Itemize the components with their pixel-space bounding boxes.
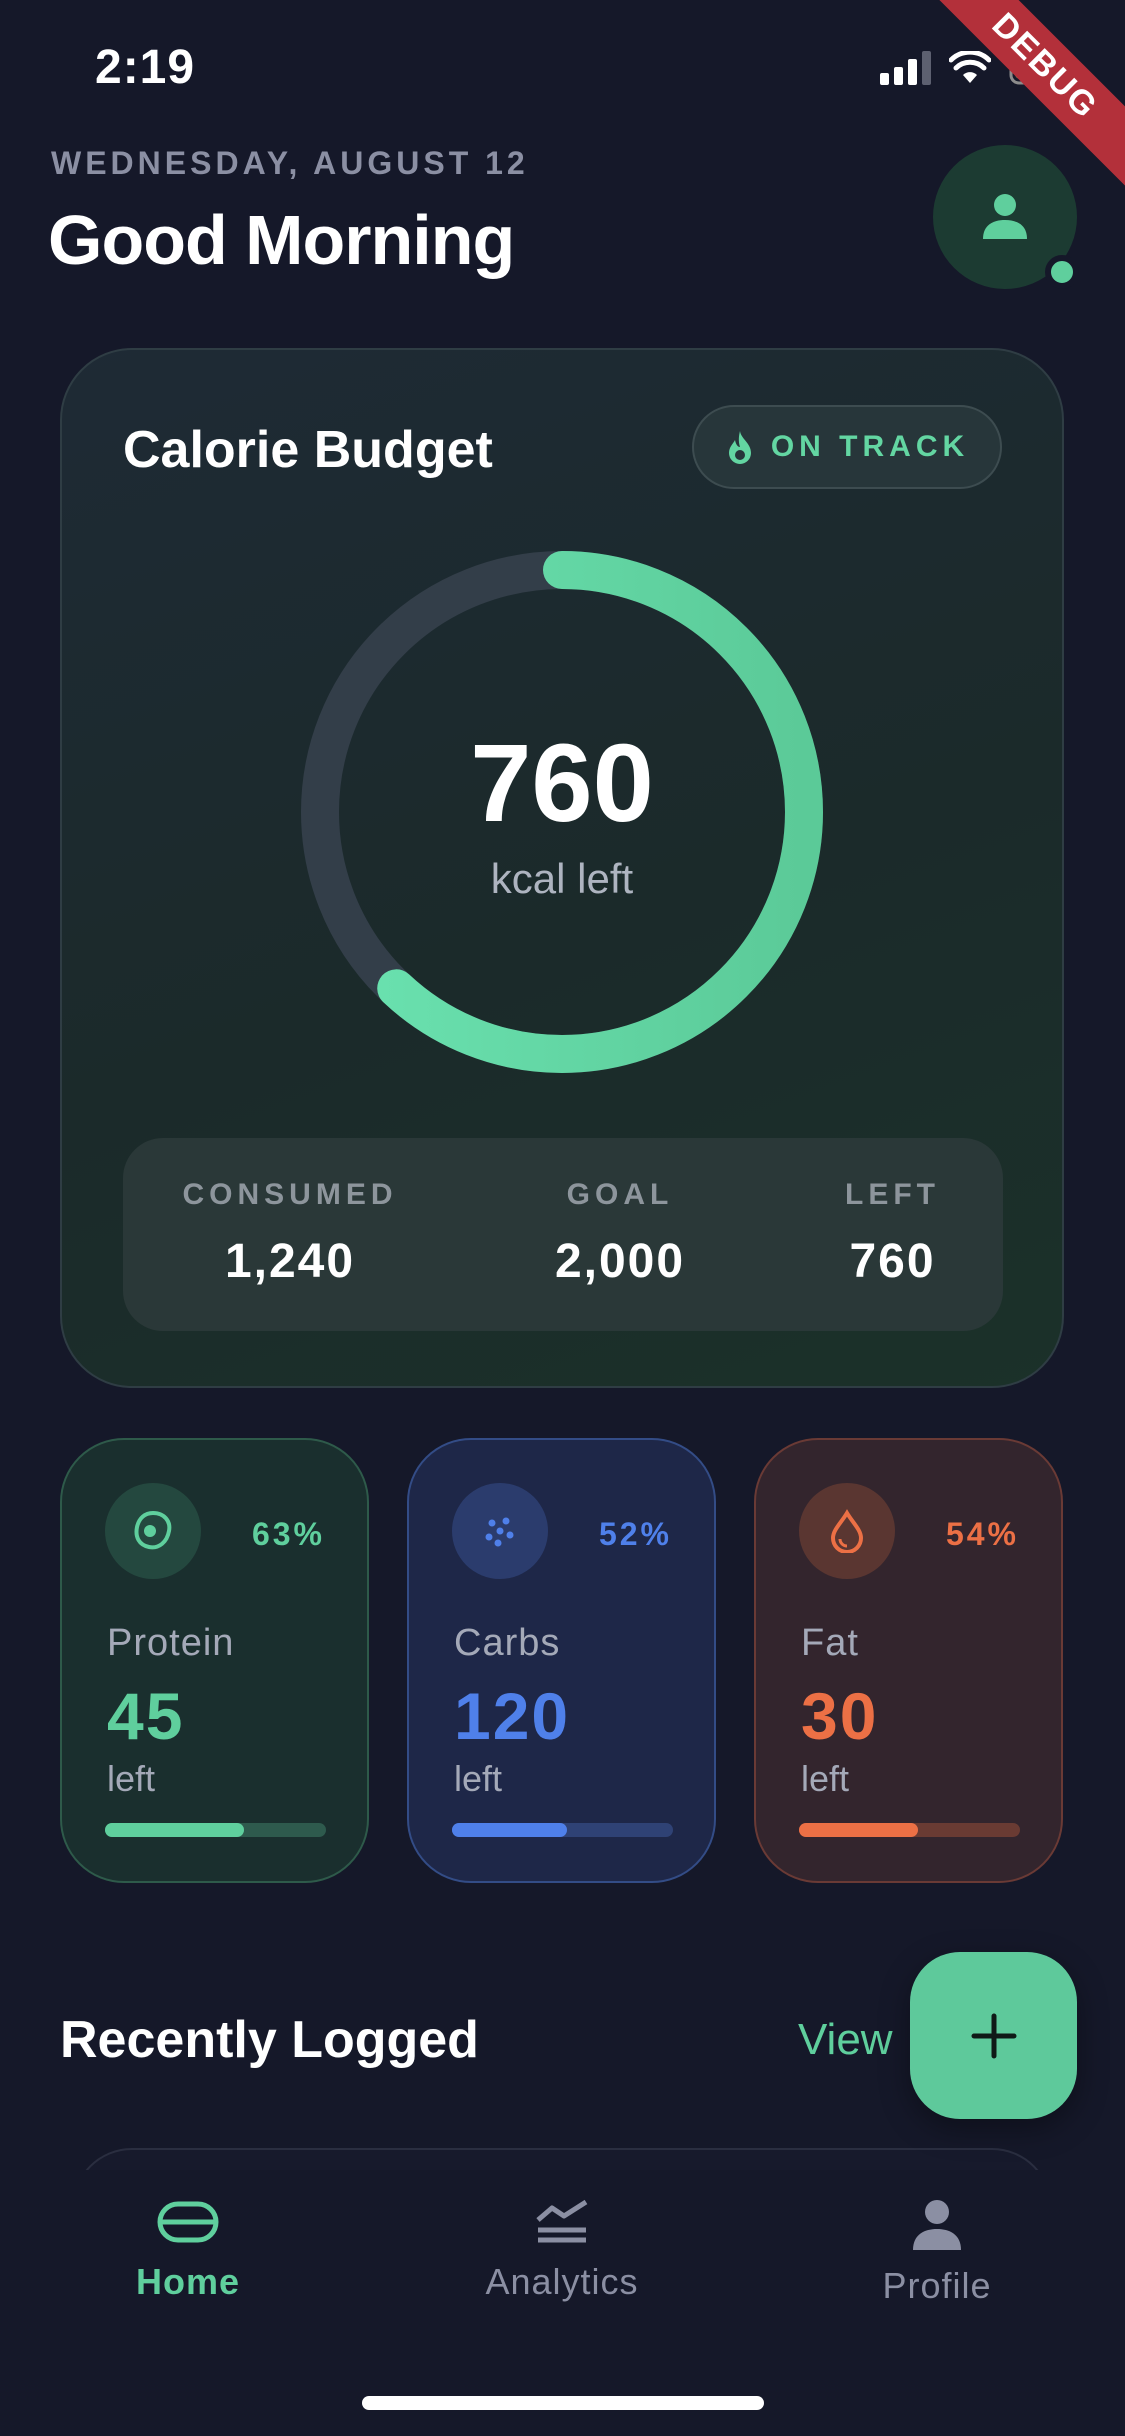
calories-left-unit: kcal left bbox=[490, 855, 634, 902]
macro-card-fat[interactable]: 54% Fat 30 left bbox=[754, 1438, 1063, 1883]
macro-progress-fill bbox=[105, 1823, 245, 1837]
macro-value: 120 bbox=[454, 1679, 571, 1753]
cellular-signal-icon bbox=[880, 51, 931, 85]
macro-unit: left bbox=[107, 1758, 156, 1799]
nav-item-profile[interactable]: Profile bbox=[787, 2198, 1087, 2307]
calorie-progress-ring bbox=[301, 551, 823, 1073]
macro-card-protein[interactable]: 63% Protein 45 left bbox=[60, 1438, 369, 1883]
macro-name: Protein bbox=[107, 1622, 235, 1664]
macro-progress-track bbox=[799, 1823, 1020, 1837]
grain-icon bbox=[452, 1483, 548, 1579]
profile-icon bbox=[913, 2200, 961, 2250]
date-label: WEDNESDAY, AUGUST 12 bbox=[51, 145, 529, 181]
macro-percent: 54% bbox=[945, 1516, 1019, 1552]
stat-label: CONSUMED bbox=[182, 1178, 398, 1211]
nav-label: Profile bbox=[882, 2265, 992, 2306]
macro-value: 45 bbox=[107, 1679, 185, 1753]
calorie-stats-box bbox=[123, 1138, 1003, 1331]
macro-unit: left bbox=[801, 1758, 850, 1799]
macro-card-carbs[interactable]: 52% Carbs 120 left bbox=[407, 1438, 716, 1883]
view-all-link[interactable]: View bbox=[798, 2015, 893, 2064]
egg-icon bbox=[105, 1483, 201, 1579]
recently-logged-title: Recently Logged bbox=[60, 2011, 479, 2069]
calorie-card-title: Calorie Budget bbox=[123, 421, 493, 479]
status-time: 2:19 bbox=[95, 41, 196, 94]
stat-value: 1,240 bbox=[224, 1235, 356, 1288]
person-icon bbox=[983, 194, 1027, 239]
macro-value: 30 bbox=[801, 1679, 879, 1753]
plus-icon bbox=[971, 2013, 1016, 2058]
macro-name: Carbs bbox=[454, 1622, 561, 1664]
stat-goal: GOAL 2,000 bbox=[510, 1178, 730, 1289]
nav-item-home[interactable]: Home bbox=[38, 2198, 338, 2303]
nav-label: Analytics bbox=[485, 2261, 639, 2302]
stat-left: LEFT 760 bbox=[810, 1178, 975, 1289]
nav-label: Home bbox=[135, 2261, 241, 2302]
macro-name: Fat bbox=[801, 1622, 859, 1664]
macro-percent: 63% bbox=[251, 1516, 325, 1552]
macro-progress-track bbox=[452, 1823, 673, 1837]
online-status-dot bbox=[1045, 255, 1079, 289]
stat-value: 2,000 bbox=[554, 1235, 686, 1288]
stat-consumed: CONSUMED 1,240 bbox=[165, 1178, 415, 1289]
macro-progress-fill bbox=[452, 1823, 567, 1837]
macro-progress-track bbox=[105, 1823, 326, 1837]
greeting-title: Good Morning bbox=[48, 201, 515, 279]
calories-left-value: 760 bbox=[470, 722, 654, 845]
stat-label: LEFT bbox=[845, 1178, 940, 1211]
stat-value: 760 bbox=[849, 1235, 936, 1288]
nav-item-analytics[interactable]: Analytics bbox=[412, 2198, 712, 2303]
add-entry-button[interactable] bbox=[910, 1952, 1077, 2119]
stat-label: GOAL bbox=[566, 1178, 674, 1211]
home-icon bbox=[157, 2201, 219, 2243]
macro-progress-fill bbox=[799, 1823, 919, 1837]
macro-unit: left bbox=[454, 1758, 503, 1799]
progress-ring-fill bbox=[301, 551, 823, 1073]
wifi-icon bbox=[949, 51, 991, 83]
drop-icon bbox=[799, 1483, 895, 1579]
on-track-badge: ON TRACK bbox=[692, 405, 1002, 489]
flame-icon bbox=[728, 431, 751, 464]
status-badge-label: ON TRACK bbox=[770, 430, 970, 463]
macro-percent: 52% bbox=[598, 1516, 672, 1552]
home-indicator bbox=[362, 2396, 764, 2410]
analytics-icon bbox=[536, 2199, 588, 2243]
